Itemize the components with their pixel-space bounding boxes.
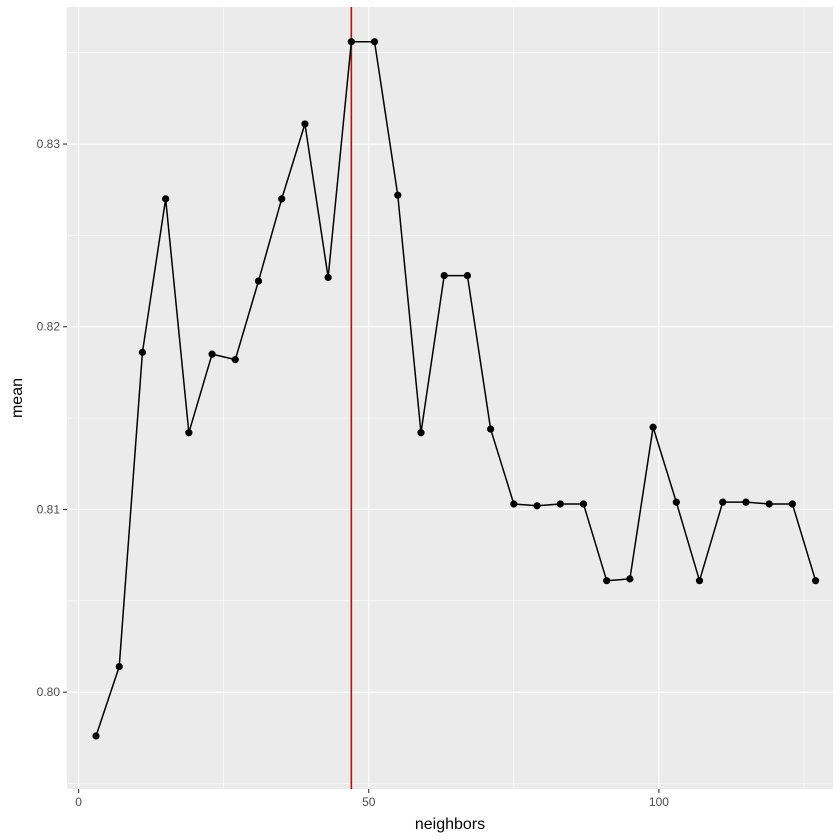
x-tick-label: 0 [75,795,82,809]
major-gridlines [67,7,833,789]
y-tick-label: 0.80 [37,685,61,699]
data-point [579,500,588,508]
data-point [324,273,332,282]
data-point [208,350,216,358]
minor-gridlines [67,7,833,789]
data-point [440,271,448,280]
data-point [278,195,286,203]
data-point [742,498,750,506]
data-point [185,429,193,437]
data-point [649,423,657,431]
data-point [92,732,100,740]
data-point [533,502,541,510]
data-point [231,356,239,364]
x-tick-label: 50 [362,795,376,809]
x-axis: 0 50 100 [75,789,669,809]
data-point [370,38,379,46]
y-axis-title: mean [9,378,26,418]
data-point [487,425,495,433]
data-point [394,191,402,199]
data-point [254,277,263,285]
data-point [603,577,611,585]
data-point [719,498,727,506]
series-points-group [92,38,820,740]
data-point [115,662,123,671]
data-point [417,429,425,437]
data-point [510,500,518,508]
data-point [626,575,634,583]
data-point [672,498,680,506]
y-axis: 0.80 0.81 0.82 0.83 [37,137,67,699]
y-tick-label: 0.81 [37,502,61,516]
x-axis-title: neighbors [415,816,485,833]
data-point [556,500,564,508]
data-point [811,577,820,585]
series-line [95,40,817,737]
series-line-group [95,40,817,737]
y-tick-label: 0.83 [37,137,61,151]
data-point [765,500,773,508]
data-point [301,120,309,128]
plot-panel [67,7,833,789]
y-tick-label: 0.82 [37,320,61,334]
x-tick-label: 100 [649,795,669,809]
data-point [162,195,170,203]
data-point [788,500,796,508]
data-point [695,577,704,585]
data-point [347,38,355,46]
data-point [463,271,472,280]
data-point [138,348,147,356]
